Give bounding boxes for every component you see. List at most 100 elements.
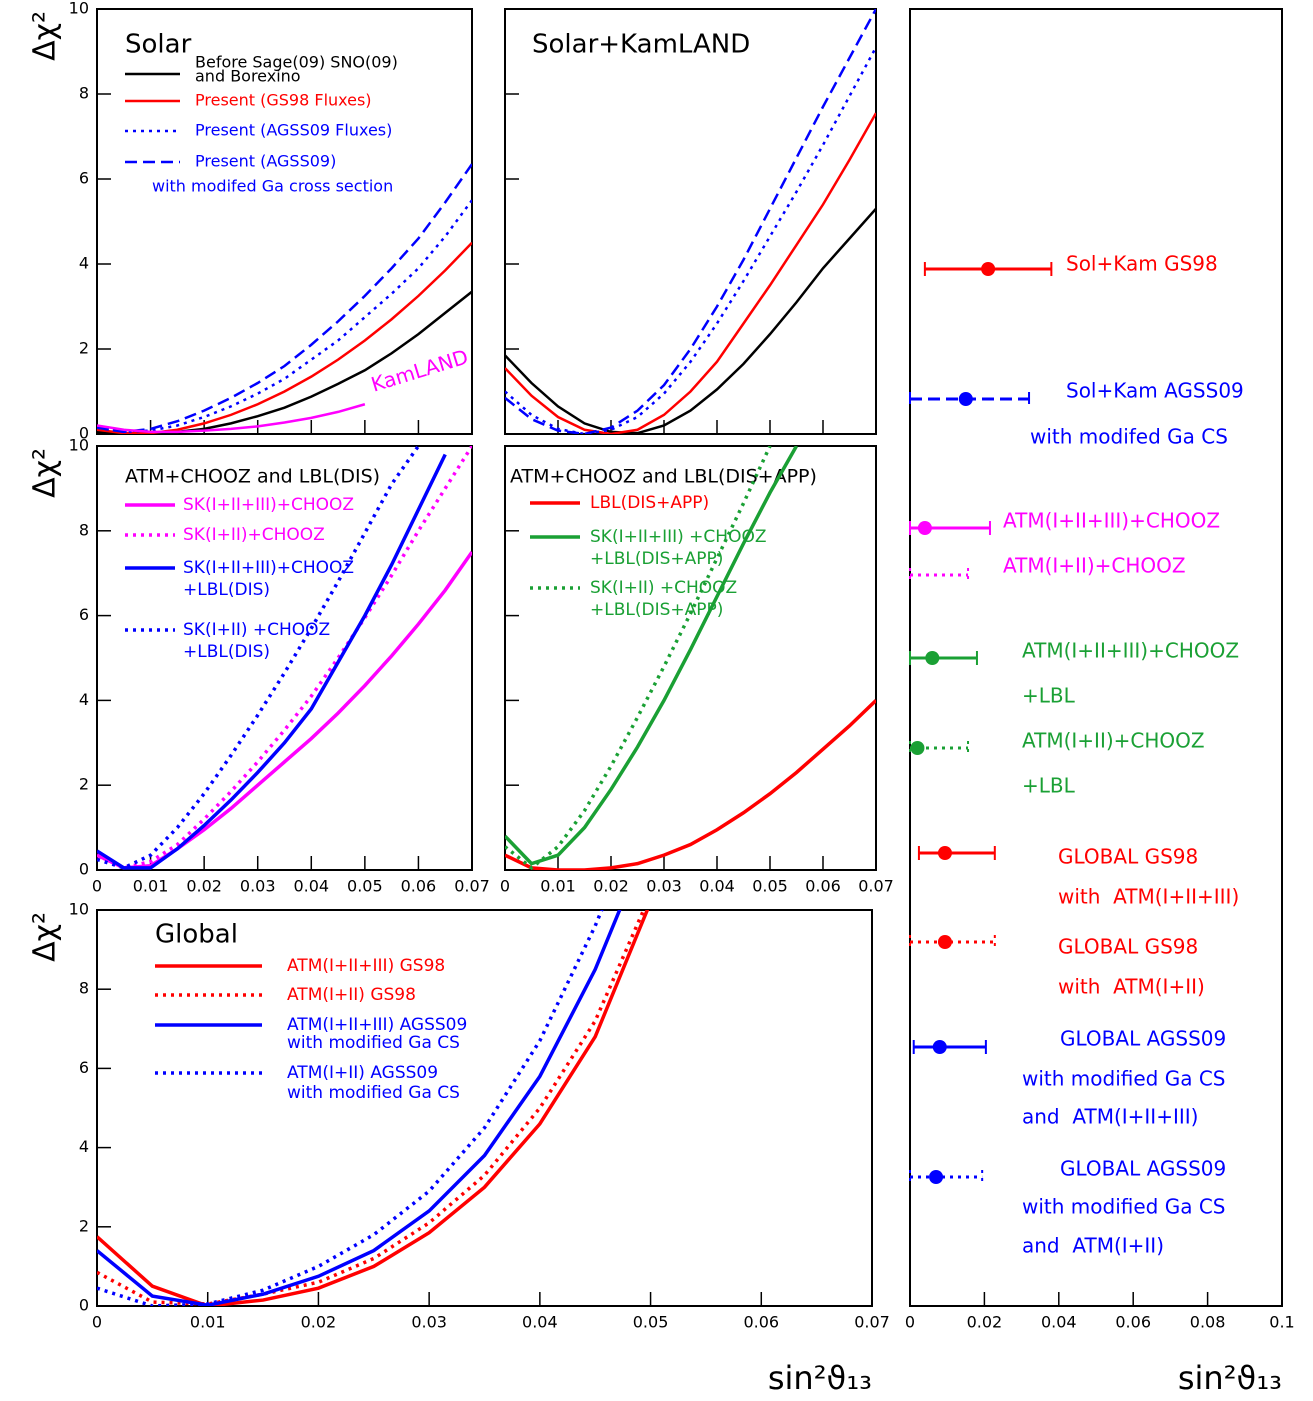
- legend-label: SK(I+II+III)+CHOOZ: [183, 558, 354, 578]
- legend-label: +LBL(DIS+APP): [590, 600, 723, 620]
- best-fit-point: [910, 741, 925, 755]
- panel: 0 0.01 0.02 0.03 0.04 0.05 0.06 0.07 ATM+CHOOZ a…: [500, 445, 894, 896]
- curve: [97, 446, 420, 870]
- curve: [97, 199, 472, 434]
- x-tick-label: 0.03: [411, 1313, 447, 1332]
- legend-label: with modified Ga CS: [287, 1033, 460, 1053]
- legend-label: and Borexino: [195, 67, 301, 86]
- x-tick-label: 0: [92, 877, 102, 896]
- y-tick-label: 0: [79, 424, 89, 443]
- x-tick-label: 0: [905, 1313, 915, 1332]
- legend-label: SK(I+II+III) +CHOOZ: [590, 527, 766, 547]
- y-tick-label: 0: [79, 860, 89, 879]
- x-tick-label: 0.03: [646, 877, 682, 896]
- item-label: and ATM(I+II): [1022, 1234, 1164, 1258]
- x-tick-label: 0.01: [133, 877, 169, 896]
- item-label: and ATM(I+II+III): [1022, 1105, 1198, 1129]
- curve: [97, 910, 650, 1306]
- best-fit-point: [925, 651, 940, 665]
- curve: [97, 290, 472, 434]
- frame: [96, 445, 473, 871]
- legend-label: Before Sage(09) SNO(09): [195, 53, 398, 72]
- curve: [505, 46, 876, 434]
- x-tick-label: 0.06: [1115, 1313, 1151, 1332]
- y-tick-label: 2: [79, 775, 89, 794]
- item-label: GLOBAL GS98: [1058, 935, 1198, 959]
- x-tick-label: 0.05: [752, 877, 788, 896]
- panel: 0 0.01 0.02 0.03 0.04 0.05 0.06 0.07 0 2 4 6 8 10 ATM+…: [28, 436, 490, 896]
- x-tick-label: 0.04: [699, 877, 735, 896]
- item-label: Sol+Kam AGSS09: [1066, 379, 1244, 403]
- curve: [505, 446, 799, 866]
- y-tick-label: 2: [79, 1216, 89, 1235]
- x-tick-label: 0: [500, 877, 510, 896]
- x-tick-label: 0.01: [190, 1313, 226, 1332]
- panel-title: Solar: [125, 30, 192, 60]
- curve: [505, 207, 876, 434]
- x-tick-label: 0.07: [454, 877, 490, 896]
- legend-label: ATM(I+II+III) GS98: [287, 956, 445, 976]
- x-tick-label: 0.07: [854, 1313, 890, 1332]
- panel: 0 2 4 6 8 10 Solar Δχ² Before Sage(09) SNO(09)an…: [28, 0, 473, 443]
- curve-label: KamLAND: [368, 344, 471, 396]
- item-label: ATM(I+II+III)+CHOOZ: [1022, 639, 1239, 663]
- y-tick-label: 4: [79, 1137, 89, 1156]
- item-label: with modified Ga CS: [1022, 1195, 1226, 1219]
- x-tick-label: 0.06: [401, 877, 437, 896]
- frame: [504, 445, 877, 871]
- y-axis-label: Δχ²: [28, 448, 63, 498]
- legend-label: ATM(I+II) GS98: [287, 985, 416, 1005]
- panel-title: Global: [155, 920, 238, 950]
- legend-label: +LBL(DIS): [183, 642, 270, 662]
- y-tick-label: 8: [79, 84, 89, 103]
- x-tick-label: 0.04: [522, 1313, 558, 1332]
- frame: [96, 909, 873, 1307]
- x-tick-label: 0.07: [858, 877, 894, 896]
- x-tick-label: 0.04: [1041, 1313, 1077, 1332]
- x-tick-label: 0.06: [743, 1313, 779, 1332]
- y-tick-label: 10: [69, 436, 89, 455]
- curve: [505, 446, 772, 870]
- x-axis-label: sin²ϑ₁₃: [1178, 1359, 1282, 1397]
- best-fit-point: [929, 1170, 944, 1184]
- curve: [97, 163, 472, 434]
- x-tick-label: 0: [92, 1313, 102, 1332]
- y-tick-label: 6: [79, 169, 89, 188]
- x-tick-label: 0.1: [1269, 1313, 1294, 1332]
- curve: [97, 453, 447, 870]
- item-label: ATM(I+II)+CHOOZ: [1022, 729, 1205, 753]
- curve: [505, 699, 876, 870]
- best-fit-point: [937, 846, 952, 860]
- item-label: +LBL: [1022, 684, 1076, 708]
- x-tick-label: 0.02: [301, 1313, 337, 1332]
- y-axis-label: Δχ²: [28, 11, 63, 61]
- y-axis-label: Δχ²: [28, 912, 63, 962]
- x-tick-label: 0.08: [1190, 1313, 1226, 1332]
- panel-title: ATM+CHOOZ and LBL(DIS+APP): [510, 466, 817, 488]
- legend-label: SK(I+II) +CHOOZ: [590, 578, 737, 598]
- item-label: ATM(I+II)+CHOOZ: [1003, 554, 1186, 578]
- x-tick-label: 0.04: [293, 877, 329, 896]
- legend-label: SK(I+II)+CHOOZ: [183, 525, 325, 545]
- curve: [97, 403, 366, 434]
- curve: [505, 9, 876, 434]
- frame: [504, 8, 877, 435]
- legend-label: SK(I+II+III)+CHOOZ: [183, 495, 354, 515]
- panel: Solar+KamLAND: [504, 8, 877, 435]
- y-tick-label: 2: [79, 339, 89, 358]
- y-tick-label: 8: [79, 520, 89, 539]
- x-tick-label: 0.05: [347, 877, 383, 896]
- best-fit-point: [958, 392, 973, 406]
- best-fit-point: [981, 262, 996, 276]
- item-label: ATM(I+II+III)+CHOOZ: [1003, 509, 1220, 533]
- legend-label: Present (AGSS09): [195, 152, 336, 171]
- legend-label: Present (AGSS09 Fluxes): [195, 121, 392, 140]
- frame: [96, 8, 473, 435]
- item-label: with ATM(I+II): [1058, 975, 1205, 999]
- curve: [97, 910, 622, 1306]
- y-tick-label: 6: [79, 1058, 89, 1077]
- panel-title: Solar+KamLAND: [532, 30, 750, 60]
- legend-label: +LBL(DIS+APP): [590, 549, 723, 569]
- legend-label: SK(I+II) +CHOOZ: [183, 620, 330, 640]
